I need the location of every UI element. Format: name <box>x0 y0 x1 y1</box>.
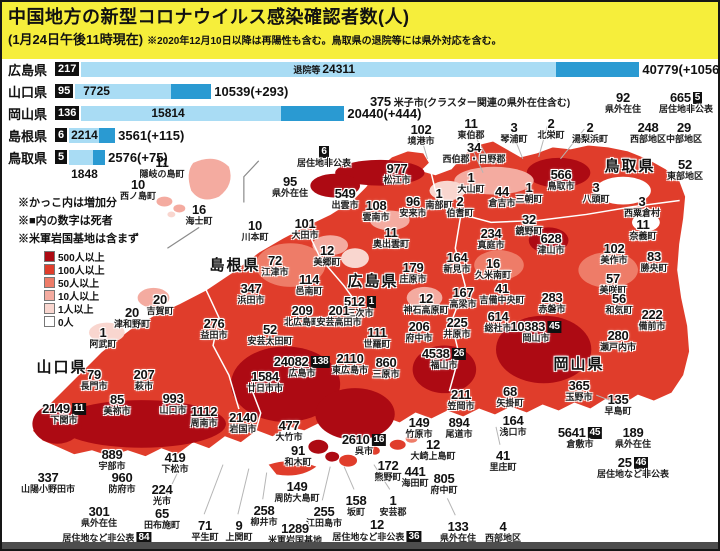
prefecture-name: 島根県 <box>8 128 48 144</box>
bar-chart: 広島県 217 退院等 24311 40779(+1056) 山口県 95 772… <box>8 61 718 181</box>
bar-discharged-segment <box>81 105 282 121</box>
discharged-number: 2214 <box>71 127 98 142</box>
leader-lines <box>162 124 615 516</box>
bar-discharged-segment <box>81 61 557 77</box>
bar-active-segment <box>281 105 345 121</box>
legend: 500人以上 100人以上 50人以上 10人以上 1人以上 0人 <box>44 250 105 329</box>
header-note: ※2020年12月10日以降は再陽性も含む。鳥取県の退院等には県外対応を含む。 <box>147 36 502 47</box>
legend-label: 100人以上 <box>58 266 105 277</box>
death-count-badge: 6 <box>55 128 68 142</box>
legend-swatch <box>44 290 55 301</box>
bar-discharged-segment <box>69 149 94 165</box>
note-item: ※■内の数字は死者 <box>18 215 113 227</box>
death-count-badge: 95 <box>55 84 74 98</box>
bar-active-segment <box>171 83 212 99</box>
note-item: ※かっこ内は増加分 <box>18 197 117 209</box>
discharged-number: 24311 <box>322 61 356 76</box>
subtitle: (1月24日午後11時現在) ※2020年12月10日以降は再陽性も含む。鳥取県… <box>8 29 712 48</box>
landmass <box>31 140 691 476</box>
prefecture-bar-row: 島根県 6 2214 3561(+115) <box>8 127 716 144</box>
bar-discharged-segment <box>69 127 100 143</box>
bar: 2214 <box>69 127 116 143</box>
legend-label: 1人以上 <box>58 305 94 316</box>
total-count: 40779(+1056) <box>642 61 720 77</box>
discharged-count: 2214 <box>71 128 98 143</box>
bar: 7725 <box>75 83 212 99</box>
note-item: ※米軍岩国基地は含まず <box>18 233 139 245</box>
death-count-badge: 5 <box>55 150 68 164</box>
prefecture-name: 岡山県 <box>8 106 48 122</box>
legend-item: 500人以上 <box>44 250 105 264</box>
legend-label: 500人以上 <box>58 253 105 264</box>
total-count: 2576(+75) <box>108 149 168 165</box>
total-count: 20440(+444) <box>347 105 422 121</box>
legend-swatch <box>44 251 55 262</box>
discharge-prefix: 退院等 <box>293 64 321 75</box>
bar-active-segment <box>556 61 640 77</box>
header: 中国地方の新型コロナウイルス感染確認者数(人) (1月24日午後11時現在) ※… <box>2 2 718 59</box>
prefecture-name: 山口県 <box>8 84 48 100</box>
discharged-number: 7725 <box>83 83 110 98</box>
prefecture-name: 鳥取県 <box>8 150 48 166</box>
prefecture-name: 広島県 <box>8 62 48 78</box>
bar-discharged-segment <box>75 83 172 99</box>
prefecture-bar-row: 広島県 217 退院等 24311 40779(+1056) <box>8 61 718 78</box>
as-of-date: (1月24日午後11時現在) <box>8 32 144 47</box>
divider-lines <box>167 160 260 249</box>
bar-active-segment <box>99 127 116 143</box>
legend-item: 0人 <box>44 315 105 329</box>
total-count: 3561(+115) <box>118 127 185 143</box>
discharged-count: 7725 <box>83 84 110 99</box>
bar: 1848 <box>69 149 106 181</box>
prefecture-bar-row: 山口県 95 7725 10539(+293) <box>8 83 716 100</box>
bar: 15814 <box>81 105 345 121</box>
death-count-badge: 217 <box>55 62 80 76</box>
legend-label: 0人 <box>58 318 74 329</box>
legend-item: 100人以上 <box>44 263 105 277</box>
discharged-number: 1848 <box>71 166 98 181</box>
bar-active-segment <box>93 149 106 165</box>
total-count: 10539(+293) <box>214 83 289 99</box>
legend-item: 1人以上 <box>44 302 105 316</box>
legend-label: 10人以上 <box>58 292 100 303</box>
legend-swatch <box>44 264 55 275</box>
footnotes: ※かっこ内は増加分 ※■内の数字は死者 ※米軍岩国基地は含まず <box>18 194 139 248</box>
bar: 退院等 24311 <box>81 61 640 78</box>
prefecture-bar-row: 鳥取県 5 1848 2576(+75) <box>8 149 716 181</box>
discharged-count: 15814 <box>151 106 184 121</box>
discharged-count: 1848 <box>71 167 98 182</box>
prefecture-bar-row: 岡山県 136 15814 20440(+444) <box>8 105 716 122</box>
legend-item: 10人以上 <box>44 289 105 303</box>
discharged-count: 退院等 24311 <box>293 62 355 78</box>
legend-label: 50人以上 <box>58 279 100 290</box>
discharged-number: 15814 <box>151 105 185 120</box>
legend-swatch <box>44 277 55 288</box>
legend-swatch <box>44 303 55 314</box>
death-count-badge: 136 <box>55 106 80 120</box>
legend-item: 50人以上 <box>44 276 105 290</box>
bottom-edge <box>2 542 718 549</box>
page-title: 中国地方の新型コロナウイルス感染確認者数(人) <box>8 7 410 27</box>
legend-swatch <box>44 316 55 327</box>
